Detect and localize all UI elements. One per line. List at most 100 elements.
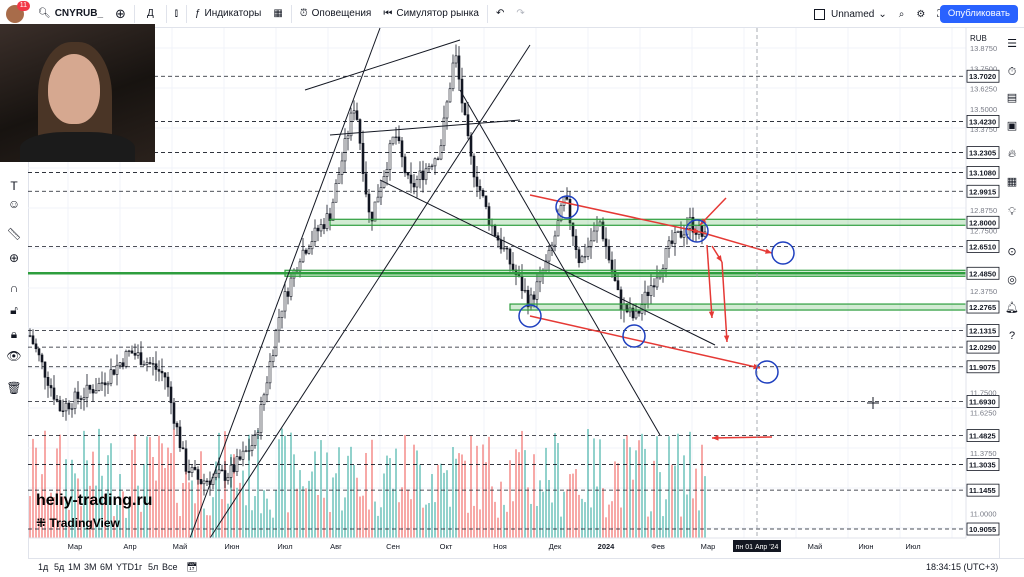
volume-bar [320,440,322,538]
range-button-3[interactable]: 3М [84,562,97,572]
price-box [966,324,1000,337]
candle-body [220,469,224,472]
site-watermark: heliy-trading.ru [36,492,153,509]
settings-button[interactable]: ⚙ [910,0,931,28]
zoom-in-icon[interactable]: ⊕ [8,251,20,265]
layout-menu[interactable]: Unnamed ⌄ [808,0,893,28]
news-icon[interactable]: ▣ [1006,120,1018,132]
volume-bar [536,505,538,538]
candle-body [406,172,410,176]
ruler-icon[interactable]: 📏︎ [6,227,22,241]
chart-type-button[interactable]: ⫾ [169,0,184,28]
candle-body [670,240,674,244]
volume-bar [428,503,430,538]
candle-body [217,469,221,474]
volume-bar [353,464,355,538]
volume-bar [473,505,475,538]
candle-body [469,135,473,157]
candle-body [232,464,236,472]
price-box [966,300,1000,314]
range-button-8[interactable]: Все [162,562,178,572]
range-button-5[interactable]: YTD [116,562,134,572]
calendar-icon[interactable]: ▦ [1006,176,1018,188]
candle-body [655,277,659,288]
volume-bar [620,507,622,538]
search-button[interactable]: ⌕ [893,0,911,28]
range-button-2[interactable]: 1М [68,562,81,572]
ideas-icon[interactable]: 💡︎ [1008,206,1016,218]
range-button-4[interactable]: 6М [100,562,113,572]
chats-icon[interactable]: ⊙ [1007,246,1017,258]
help-icon[interactable]: ? [1008,330,1016,342]
watchlist-icon[interactable]: ☰ [1007,38,1017,50]
calendar-range-icon[interactable]: 📅︎ [186,562,198,572]
trend-line [329,119,521,136]
compare-button[interactable]: ⊕ [109,0,132,28]
candle-body [118,362,122,366]
price-box [966,522,1000,536]
price-label: 11.3035 [969,461,996,470]
notifications-icon[interactable]: 🔔︎ [1005,302,1019,314]
candle-body [463,102,467,115]
price-label: 11.4825 [969,432,996,441]
price-box [966,483,1000,497]
publish-button[interactable]: Опубликовать [939,5,1018,23]
emoji-tool-icon[interactable]: ☺ [7,197,21,211]
visibility-icon[interactable]: 👁︎ [6,349,22,363]
candle-body [169,386,173,404]
candle-body [442,117,446,147]
undo-button[interactable]: ↶ [490,0,510,28]
interval-button[interactable]: Д [146,8,154,19]
hotlists-icon[interactable]: 🔥︎ [1007,148,1017,160]
trash-icon[interactable]: 🗑︎ [6,381,22,395]
range-button-7[interactable]: 5л [148,562,159,572]
alerts-clock-icon[interactable]: ⏱ [1007,66,1017,78]
range-button-1[interactable]: 5д [54,562,65,572]
volume-bar [308,480,310,538]
candle-body [313,227,317,242]
magnet-icon[interactable]: ∩ [9,281,19,295]
range-button-6[interactable]: 1г [134,562,143,572]
templates-button[interactable]: ▦ [267,0,288,28]
arrow-head [693,227,700,234]
volume-bar [386,455,388,538]
candle-body [40,354,44,363]
alerts-button[interactable]: ⏰︎ Оповещения [294,0,378,28]
replay-button[interactable]: ⏮ Симулятор рынка [377,0,485,28]
candle-body [106,382,110,386]
candle-body [610,259,614,272]
candle-body [634,310,638,319]
redo-button[interactable]: ↷ [510,0,530,28]
data-window-icon[interactable]: ▤ [1006,92,1018,104]
streams-icon[interactable]: ◎ [1007,274,1017,286]
volume-bar [41,474,43,538]
user-avatar[interactable]: 11 [6,0,30,23]
indicators-button[interactable]: ƒ Индикаторы [189,0,267,28]
price-box [966,429,1000,442]
candle-body [673,232,677,244]
symbol-search[interactable]: 🔍︎ CNYRUB_ [32,0,109,28]
clock-time[interactable]: 18:34:15 (UTC+3) [926,562,999,572]
volume-bar [251,510,253,538]
candle-body [76,391,80,399]
volume-bar [650,511,652,538]
lock-drawings-icon[interactable]: 🔓︎ [10,303,18,317]
range-button-0[interactable]: 1д [38,562,49,572]
candle-body [400,140,404,158]
volume-bar [38,496,40,538]
candle-body [586,246,590,257]
month-label: Май [808,542,823,551]
candle-body [376,196,380,203]
lock-icon[interactable]: 🔒︎ [10,327,18,341]
volume-bar [281,428,283,538]
volume-bar [539,480,541,538]
candle-body [304,249,308,254]
candle-body [79,398,83,400]
candle-body [127,350,131,352]
volume-bar [401,487,403,538]
candle-body [37,348,41,356]
candle-body [319,224,323,232]
candle-body [385,169,389,177]
text-tool-icon[interactable]: T [10,179,18,193]
